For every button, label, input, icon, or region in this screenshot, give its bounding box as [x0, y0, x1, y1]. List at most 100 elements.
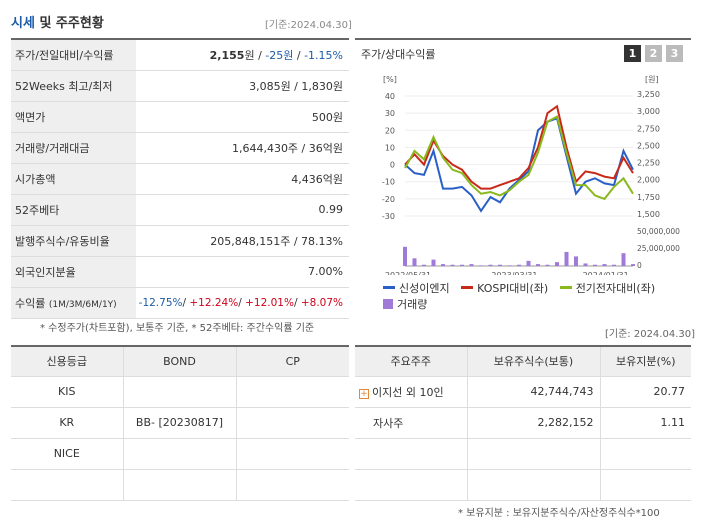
x-tick: 2024/01/31 — [583, 271, 629, 275]
volume-bar — [545, 264, 550, 266]
y-right-tick: 2,250 — [637, 159, 660, 168]
volume-bar — [593, 264, 597, 266]
volume-bar — [564, 251, 569, 266]
y-right-tick: 2,750 — [637, 124, 660, 133]
table-row: 수익률 (1M/3M/6M/1Y) -12.75%/ +12.24%/ +12.… — [11, 287, 349, 319]
row-value: 7.00% — [136, 256, 349, 288]
chart-title: 주가/상대수익률 — [361, 48, 436, 61]
table-header: 신용등급 BOND CP — [11, 346, 349, 377]
table-row: 52Weeks 최고/최저 3,085원 / 1,830원 — [11, 70, 349, 102]
holders-table: 주요주주 보유주식수(보통) 보유지분(%) + 이지선 외 10인 42,744… — [355, 345, 691, 501]
row-label: 액면가 — [11, 101, 136, 133]
row-label: 주가/전일대비/수익률 — [11, 39, 136, 71]
credit-table: 신용등급 BOND CP KIS KR BB- [20230817] NICE — [11, 345, 349, 501]
holder-shares: 2,282,152 — [467, 407, 601, 439]
y-left-tick: -10 — [382, 178, 395, 187]
row-value: -12.75%/ +12.24%/ +12.01%/ +8.07% — [136, 287, 349, 319]
volume-bar — [507, 265, 512, 266]
volume-bar — [460, 264, 464, 266]
row-value: 2,155원 / -25원 / -1.15% — [136, 39, 349, 71]
table-row: 거래량/거래대금 1,644,430주 / 36억원 — [11, 132, 349, 164]
date-label: [기준:2024.04.30] — [265, 20, 352, 31]
row-label: 외국인지분율 — [11, 256, 136, 288]
table-row: KR BB- [20230817] — [11, 407, 349, 439]
series-line-3 — [404, 115, 634, 201]
legend-stock: 신성이엔지 — [383, 280, 450, 296]
table-row — [355, 438, 691, 470]
x-tick: 2022/05/31 — [385, 271, 431, 275]
table-row: 외국인지분율 7.00% — [11, 256, 349, 288]
y-left-tick: -30 — [382, 212, 395, 221]
row-label: 수익률 (1M/3M/6M/1Y) — [11, 287, 136, 319]
volume-bar — [441, 264, 445, 266]
row-label: 거래량/거래대금 — [11, 132, 136, 164]
row-label: 52Weeks 최고/최저 — [11, 70, 136, 102]
row-value: 4,436억원 — [136, 163, 349, 195]
left-unit-label: [%] — [383, 75, 397, 84]
row-value: 3,085원 / 1,830원 — [136, 70, 349, 102]
volume-bar — [469, 264, 474, 266]
row-value: 1,644,430주 / 36억원 — [136, 132, 349, 164]
holder-name: 자사주 — [355, 407, 468, 439]
vol-tick: 0 — [637, 261, 642, 270]
col-header: BOND — [123, 346, 237, 377]
volume-bar — [431, 259, 436, 266]
holder-shares: 42,744,743 — [467, 376, 601, 408]
y-left-tick: 30 — [385, 109, 395, 118]
volume-bar — [412, 258, 417, 266]
col-header: 보유주식수(보통) — [467, 346, 601, 377]
price-table: 주가/전일대비/수익률 2,155원 / -25원 / -1.15% 52Wee… — [11, 38, 349, 319]
col-header: 주요주주 — [355, 346, 468, 377]
volume-bar — [488, 264, 493, 266]
volume-bar — [450, 264, 455, 266]
table-row: 시가총액 4,436억원 — [11, 163, 349, 195]
y-left-tick: -20 — [382, 195, 395, 204]
holder-name[interactable]: 이지선 외 10인 — [372, 385, 444, 399]
y-left-tick: 40 — [385, 92, 395, 101]
y-right-tick: 3,250 — [637, 90, 660, 99]
col-header: 신용등급 — [11, 346, 124, 377]
page-2-button[interactable]: 2 — [645, 45, 662, 62]
row-value: 205,848,151주 / 78.13% — [136, 225, 349, 257]
row-label: 발행주식수/유동비율 — [11, 225, 136, 257]
right-unit-label: [원] — [645, 75, 659, 84]
footnote-left: * 수정주가(차트포함), 보통주 기준, * 52주베타: 주간수익률 기준 — [40, 323, 315, 334]
x-tick: 2023/03/31 — [491, 271, 537, 275]
date-label-2: [기준: 2024.04.30] — [605, 329, 696, 340]
y-right-tick: 1,500 — [637, 210, 660, 219]
volume-bar — [526, 260, 531, 266]
volume-bar — [574, 256, 578, 266]
table-row — [11, 469, 349, 501]
holder-pct: 20.77 — [600, 376, 691, 408]
volume-bar — [422, 264, 426, 266]
holder-pct: 1.11 — [600, 407, 691, 439]
volume-bar — [602, 264, 607, 266]
row-value: 0.99 — [136, 194, 349, 226]
expand-plus-icon[interactable]: + — [359, 388, 369, 399]
table-row — [355, 469, 691, 501]
y-right-tick: 2,000 — [637, 176, 660, 185]
volume-bar — [612, 264, 616, 266]
chart-svg: [%] [원] 40 30 20 10 0 -10 -20 -30 3,250 3,000 2,750 2… — [382, 75, 680, 275]
row-label: 시가총액 — [11, 163, 136, 195]
table-row: 52주베타 0.99 — [11, 194, 349, 226]
page-1-button[interactable]: 1 — [624, 45, 641, 62]
legend-volume: 거래량 — [383, 296, 427, 312]
volume-bar — [536, 264, 540, 266]
legend-elec: 전기전자대비(좌) — [559, 280, 655, 296]
table-row: NICE — [11, 438, 349, 470]
table-header: 주요주주 보유주식수(보통) 보유지분(%) — [355, 346, 691, 377]
volume-bar — [583, 263, 588, 266]
table-row: 발행주식수/유동비율 205,848,151주 / 78.13% — [11, 225, 349, 257]
vol-tick: 50,000,000 — [637, 227, 680, 236]
volume-bar — [498, 264, 502, 266]
page-3-button[interactable]: 3 — [666, 45, 683, 62]
col-header: CP — [236, 346, 349, 377]
vol-tick: 25,000,000 — [637, 244, 680, 253]
y-right-tick: 2,500 — [637, 141, 660, 150]
table-row: + 이지선 외 10인 42,744,743 20.77 — [355, 376, 691, 408]
table-row: 액면가 500원 — [11, 101, 349, 133]
section-title: 시세 및 주주현황 — [11, 16, 104, 31]
y-left-tick: 10 — [385, 143, 395, 152]
